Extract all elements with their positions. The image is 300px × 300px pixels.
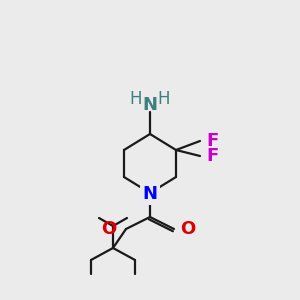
Text: F: F xyxy=(206,132,218,150)
Text: N: N xyxy=(142,96,158,114)
Text: N: N xyxy=(142,185,158,203)
Text: F: F xyxy=(206,147,218,165)
Text: O: O xyxy=(101,220,116,238)
Text: H: H xyxy=(158,90,170,108)
Text: O: O xyxy=(180,220,195,238)
Text: H: H xyxy=(130,90,142,108)
